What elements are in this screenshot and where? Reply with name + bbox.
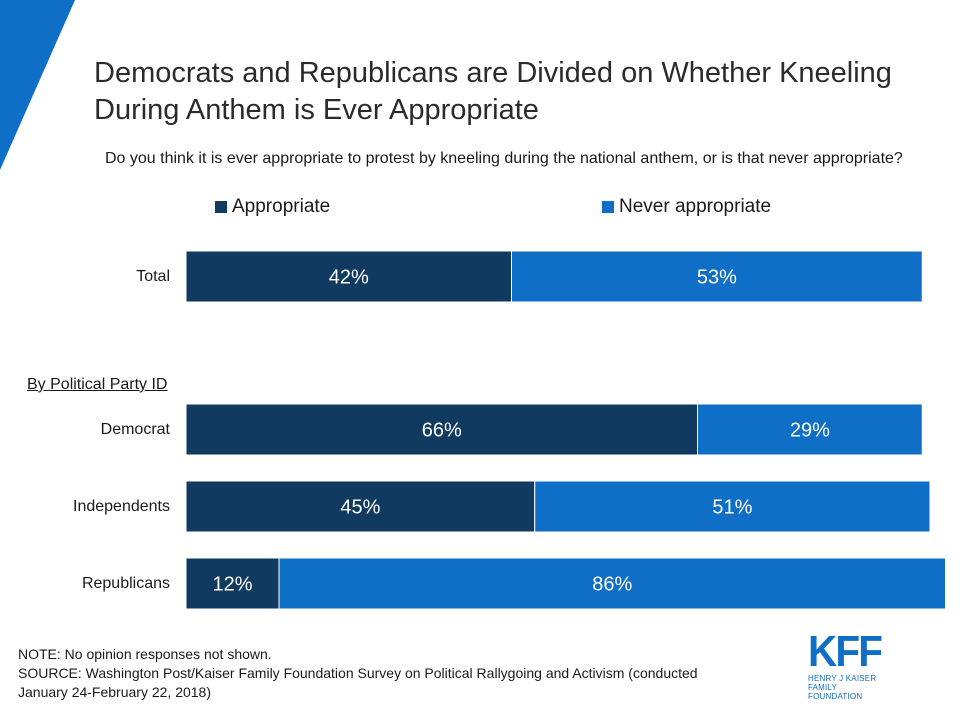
data-label-appropriate-independents: 45% xyxy=(340,497,380,519)
logo-mark: KFF xyxy=(808,627,883,676)
legend-swatch-appropriate xyxy=(215,201,227,213)
data-label-never-appropriate-democrat: 29% xyxy=(790,420,830,442)
bar-appropriate-democrat xyxy=(185,403,698,456)
bar-appropriate-independents xyxy=(185,480,536,533)
data-label-appropriate-total: 42% xyxy=(329,267,369,289)
survey-question: Do you think it is ever appropriate to p… xyxy=(105,150,903,167)
legend-label-never-appropriate: Never appropriate xyxy=(619,196,772,217)
legend-item-appropriate: Appropriate xyxy=(215,195,330,219)
legend-swatch-never-appropriate xyxy=(602,201,614,213)
data-label-never-appropriate-total: 53% xyxy=(697,267,737,289)
bar-never-appropriate-total xyxy=(511,250,923,303)
chart-title: Democrats and Republicans are Divided on… xyxy=(94,57,892,126)
category-label-republicans: Republicans xyxy=(82,575,170,592)
category-label-total: Total xyxy=(136,268,170,285)
bar-never-appropriate-republicans xyxy=(278,557,946,610)
category-label-independents: Independents xyxy=(73,498,170,515)
note-text: NOTE: No opinion responses not shown. xyxy=(18,646,272,662)
logo-line-2: FAMILY FOUNDATION xyxy=(808,683,863,701)
bar-never-appropriate-independents xyxy=(534,480,931,533)
category-label-democrat: Democrat xyxy=(101,421,171,438)
data-label-appropriate-republicans: 12% xyxy=(212,574,252,596)
source-text: SOURCE: Washington Post/Kaiser Family Fo… xyxy=(18,665,698,700)
kff-logo: KFF HENRY J KAISER FAMILY FOUNDATION xyxy=(808,627,888,702)
corner-accent-shape xyxy=(0,0,75,170)
bar-never-appropriate-democrat xyxy=(697,403,923,456)
legend-label-appropriate: Appropriate xyxy=(232,196,331,217)
data-label-appropriate-democrat: 66% xyxy=(422,420,462,442)
data-label-never-appropriate-republicans: 86% xyxy=(592,574,632,596)
legend-item-never-appropriate: Never appropriate xyxy=(602,195,771,219)
bar-appropriate-total xyxy=(185,250,512,303)
logo-line-1: HENRY J KAISER xyxy=(808,674,877,683)
corner-accent-triangle xyxy=(0,0,75,170)
data-label-never-appropriate-independents: 51% xyxy=(712,497,752,519)
group-label-party: By Political Party ID xyxy=(27,376,168,393)
